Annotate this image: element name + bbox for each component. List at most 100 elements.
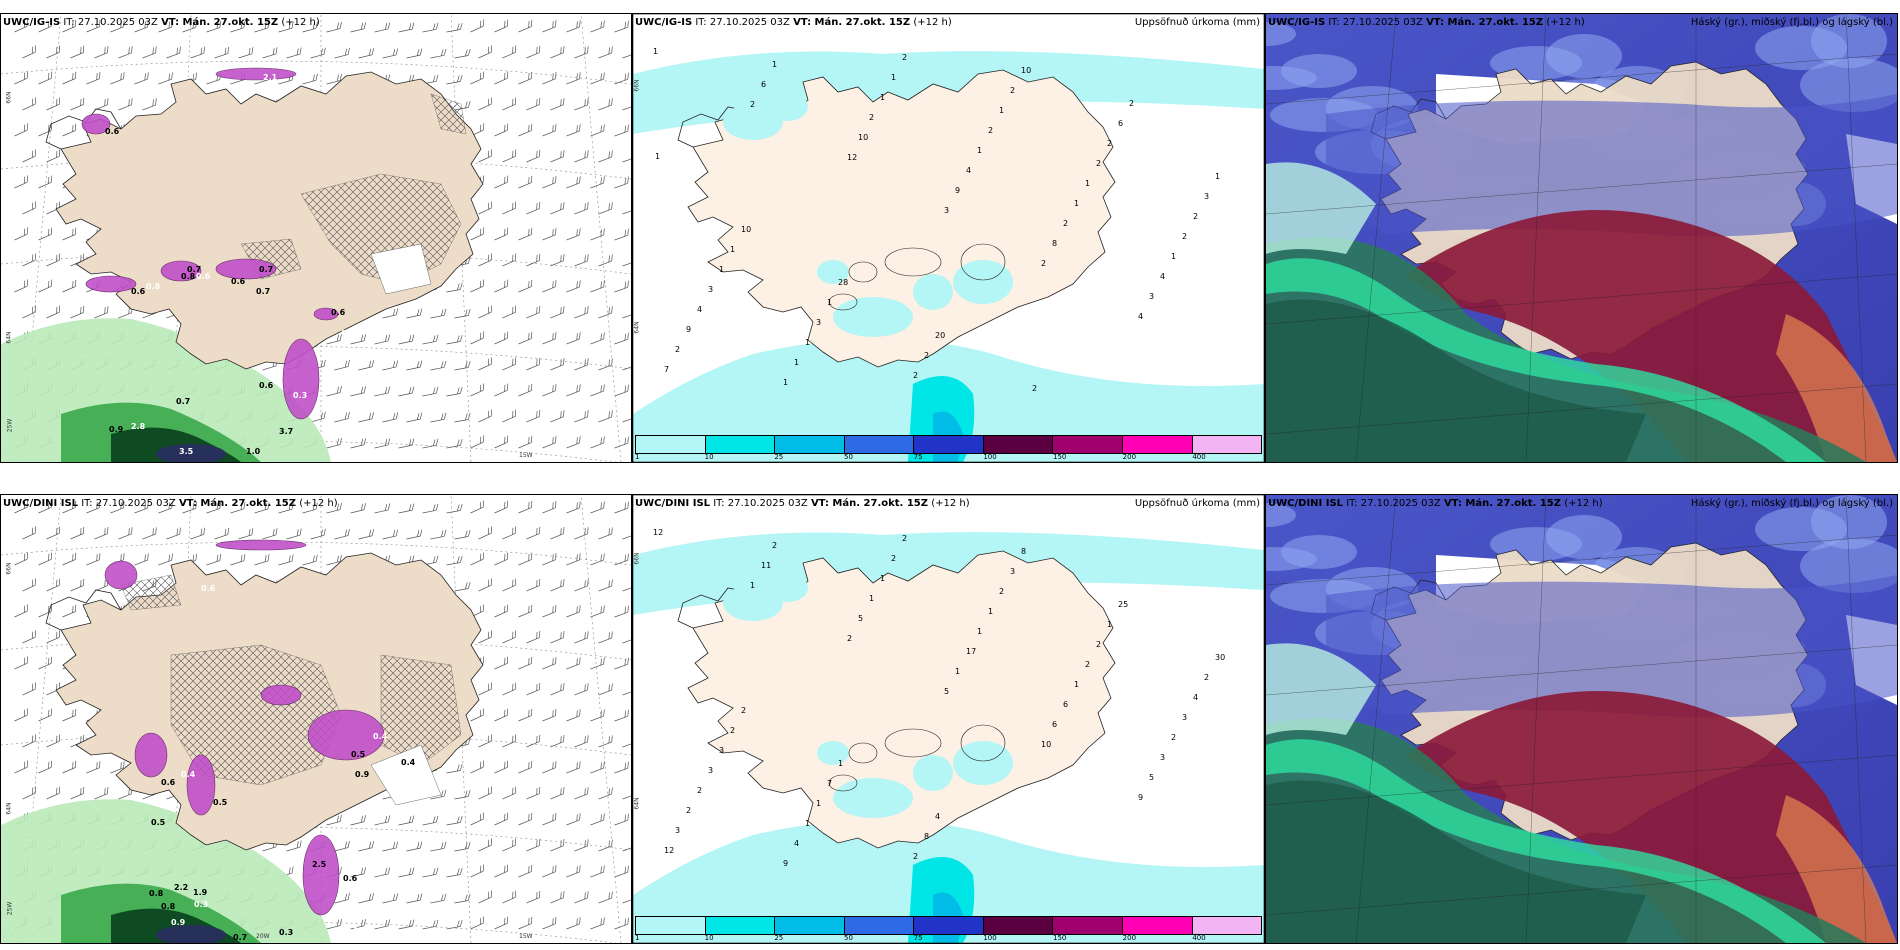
precip-value-label: 10	[858, 133, 868, 142]
wind-barb	[502, 526, 517, 540]
barb-feather	[58, 630, 60, 638]
wind-barb	[430, 412, 447, 423]
barb-feather	[168, 21, 171, 29]
barb-feather	[435, 22, 439, 30]
barb-feather	[83, 253, 85, 261]
barb-shaft	[430, 795, 445, 800]
wind-barb	[310, 528, 326, 540]
barb-feather	[96, 502, 98, 509]
barb-shaft	[382, 418, 397, 423]
barb-feather	[99, 552, 101, 560]
barb-feather	[507, 435, 509, 443]
barb-shaft	[526, 208, 540, 215]
barb-feather	[515, 45, 517, 53]
wind-map[interactable]: 2.10.60.70.60.70.60.60.80.60.80.70.60.33…	[1, 14, 631, 462]
barb-feather	[507, 604, 509, 612]
wind-value-label: 0.9	[355, 770, 370, 779]
barb-shaft	[614, 338, 628, 345]
low-cloud-dark	[1266, 299, 1646, 462]
barb-feather	[528, 436, 530, 444]
barb-feather	[624, 229, 627, 237]
barb-shaft	[430, 366, 445, 371]
barb-feather	[195, 501, 197, 509]
barb-feather	[608, 411, 610, 419]
barb-feather	[58, 305, 60, 313]
barb-feather	[75, 279, 77, 287]
barb-feather	[131, 98, 133, 105]
wind-barb	[478, 526, 492, 540]
cloud-mid	[1266, 66, 1317, 90]
barb-shaft	[526, 585, 540, 592]
cloud-overlay	[1326, 94, 1897, 237]
wind-barb	[478, 253, 492, 267]
barb-feather	[26, 19, 28, 27]
barb-feather	[624, 281, 627, 289]
field-title: Uppsöfnuð úrkoma (mm)	[1134, 17, 1260, 28]
wind-barb	[542, 124, 557, 137]
barb-feather	[339, 437, 342, 445]
barb-feather	[72, 501, 74, 509]
barb-feather	[50, 71, 52, 79]
barb-feather	[600, 762, 602, 770]
barb-shaft	[14, 610, 28, 618]
barb-feather	[465, 582, 468, 590]
precip-map[interactable]: 1212324761098321242491111141121231212213…	[633, 14, 1264, 462]
barb-shaft	[46, 260, 60, 267]
barb-feather	[83, 786, 85, 794]
cloud-map[interactable]	[1266, 495, 1897, 943]
barb-feather	[608, 359, 610, 367]
barb-feather	[504, 761, 506, 769]
precip-value-label: 8	[1021, 547, 1026, 556]
precip-value-label: 2	[772, 541, 777, 550]
barb-shaft	[622, 260, 631, 267]
barb-feather	[56, 527, 58, 535]
barb-feather	[482, 604, 484, 612]
barb-shaft	[550, 585, 564, 592]
barb-feather	[515, 97, 517, 105]
barb-shaft	[614, 923, 628, 930]
wind-barb	[470, 383, 484, 397]
wind-barb	[430, 360, 447, 371]
barb-feather	[408, 816, 412, 823]
wind-barb	[446, 763, 463, 774]
wind-barb	[542, 917, 557, 930]
barb-shaft	[230, 508, 244, 514]
barb-shaft	[590, 182, 604, 189]
wind-barb	[542, 709, 557, 722]
barb-feather	[48, 605, 50, 613]
barb-feather	[50, 760, 52, 768]
precip-value-label: 1	[869, 594, 874, 603]
init-time: IT: 27.10.2025 03Z	[695, 17, 790, 28]
barb-feather	[339, 21, 342, 29]
cloud-map[interactable]	[1266, 14, 1897, 462]
barb-feather	[24, 280, 26, 288]
barb-feather	[443, 789, 447, 797]
barb-shaft	[398, 340, 413, 345]
barb-shaft	[550, 52, 564, 59]
barb-shaft	[614, 26, 628, 33]
wind-barb	[38, 175, 52, 189]
wind-map[interactable]: 0.60.50.40.40.50.9 0.50.60.50.42.50.60.30…	[1, 495, 631, 943]
wind-barb	[70, 45, 85, 59]
wind-barb	[374, 815, 391, 826]
precip-value-label: 1	[977, 146, 982, 155]
wind-barb	[206, 553, 222, 566]
barb-feather	[131, 527, 133, 534]
barb-feather	[34, 201, 36, 209]
wind-barb	[518, 331, 533, 345]
wind-barb	[446, 282, 463, 293]
barb-feather	[387, 22, 391, 29]
barb-feather	[387, 334, 391, 341]
barb-shaft	[590, 507, 604, 514]
barb-shaft	[430, 899, 445, 904]
barb-feather	[323, 411, 326, 419]
wind-barb	[422, 503, 439, 514]
barb-feather	[536, 150, 538, 158]
precip-map[interactable]: 1212510912115165321176329111224212331222…	[633, 495, 1264, 943]
barb-feather	[291, 21, 294, 29]
wind-value-label: 0.5	[396, 770, 411, 779]
wind-barb	[542, 605, 557, 618]
precip-value-label: 2	[1085, 660, 1090, 669]
barb-shaft	[94, 52, 108, 59]
precip-value-label: 2	[891, 554, 896, 563]
